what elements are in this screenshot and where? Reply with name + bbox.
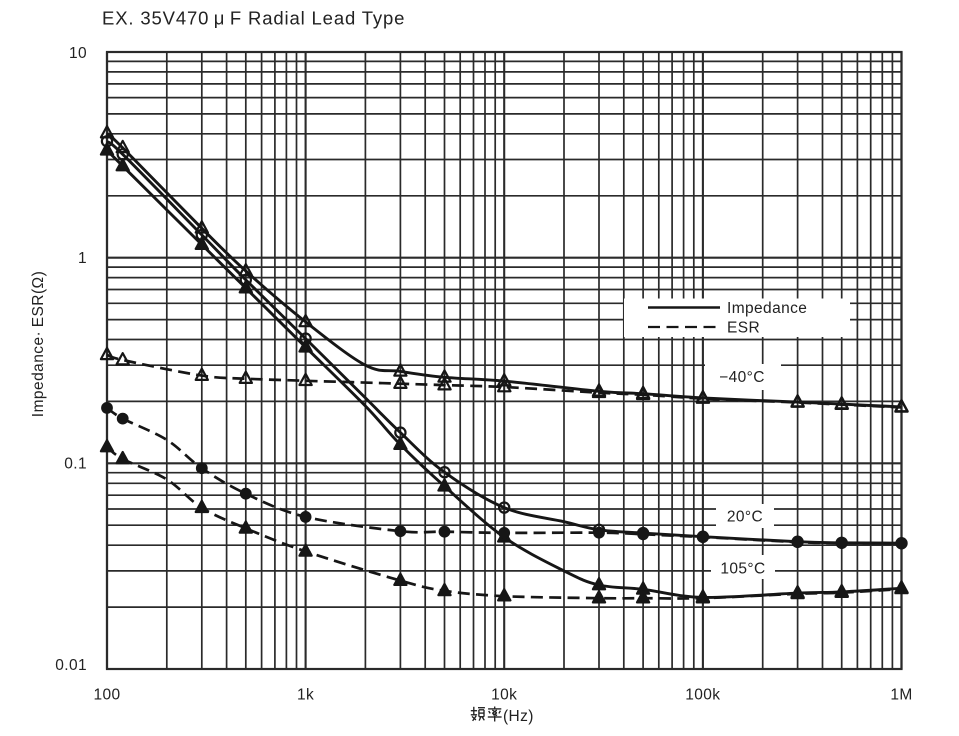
svg-text:ESR: ESR — [727, 320, 760, 337]
svg-text:Impedance· ESR(Ω): Impedance· ESR(Ω) — [30, 271, 47, 417]
svg-text:(Hz): (Hz) — [503, 708, 534, 725]
svg-text:10k: 10k — [491, 687, 517, 704]
svg-text:1: 1 — [78, 250, 87, 267]
svg-text:Impedance: Impedance — [727, 300, 807, 317]
svg-text:10: 10 — [69, 45, 87, 62]
svg-text:−40°C: −40°C — [719, 369, 765, 386]
svg-text:EX. 35V470 μ F Radial Lead Typ: EX. 35V470 μ F Radial Lead Type — [102, 8, 405, 29]
svg-text:100k: 100k — [685, 687, 720, 704]
svg-text:100: 100 — [93, 687, 120, 704]
svg-text:1k: 1k — [297, 687, 314, 704]
svg-text:105°C: 105°C — [720, 561, 765, 578]
svg-text:0.01: 0.01 — [55, 657, 87, 674]
svg-text:1M: 1M — [890, 687, 912, 704]
svg-text:0.1: 0.1 — [64, 456, 87, 473]
svg-text:20°C: 20°C — [727, 509, 763, 526]
